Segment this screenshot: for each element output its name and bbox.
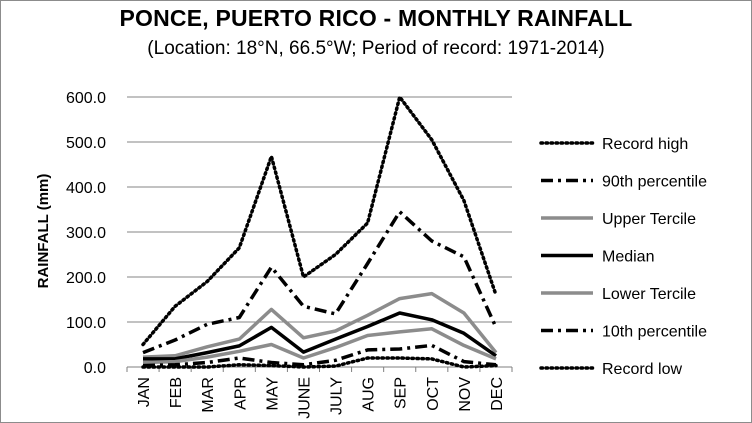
x-tick-label: OCT [425, 377, 442, 411]
series-line [141, 95, 498, 347]
x-tick-label: FEB [168, 377, 185, 408]
x-tick-label: SEP [393, 377, 410, 409]
x-tick-label: AUG [361, 377, 378, 412]
x-tick-label: DEC [489, 377, 506, 411]
y-tick-label: 200.0 [66, 270, 106, 287]
legend-label: Record high [602, 136, 688, 153]
legend: Record high 90th percentile Upper Tercile M… [539, 136, 707, 378]
series-lines [141, 95, 498, 369]
y-tick-label: 100.0 [66, 315, 106, 332]
y-axis-title: RAINFALL (mm) [35, 174, 52, 289]
x-axis-ticks: JAN FEB MAR APR MAY JUNE JULY AUG SEP OCT NOV DEC [126, 367, 513, 419]
chart-subtitle: (Location: 18°N, 66.5°W; Period of recor… [147, 38, 605, 59]
legend-label: Median [602, 249, 654, 266]
chart-title: PONCE, PUERTO RICO - MONTHLY RAINFALL [119, 5, 633, 31]
x-tick-label: JUNE [296, 377, 313, 419]
y-axis-ticks: 0.0 100.0 200.0 300.0 400.0 500.0 600.0 [66, 90, 106, 377]
x-tick-label: APR [232, 377, 249, 410]
x-tick-label: MAY [264, 377, 281, 411]
y-tick-label: 500.0 [66, 135, 106, 152]
y-tick-label: 600.0 [66, 90, 106, 107]
series-line [142, 343, 497, 368]
x-tick-label: JAN [136, 377, 153, 407]
x-tick-label: JULY [329, 377, 346, 415]
x-tick-label: MAR [200, 377, 217, 413]
series-line [142, 327, 497, 365]
legend-label: 10th percentile [602, 324, 707, 341]
legend-label: Upper Tercile [602, 211, 696, 228]
series-line [143, 311, 498, 361]
legend-label: Lower Tercile [602, 286, 696, 303]
series-line [141, 356, 498, 369]
y-tick-label: 400.0 [66, 180, 106, 197]
y-tick-label: 0.0 [84, 360, 106, 377]
legend-label: 90th percentile [602, 174, 707, 191]
gridlines [127, 96, 512, 368]
series-line [142, 291, 498, 359]
x-tick-label: NOV [457, 377, 474, 412]
y-tick-label: 300.0 [66, 225, 106, 242]
series-line [142, 210, 498, 355]
legend-label: Record low [602, 361, 682, 378]
